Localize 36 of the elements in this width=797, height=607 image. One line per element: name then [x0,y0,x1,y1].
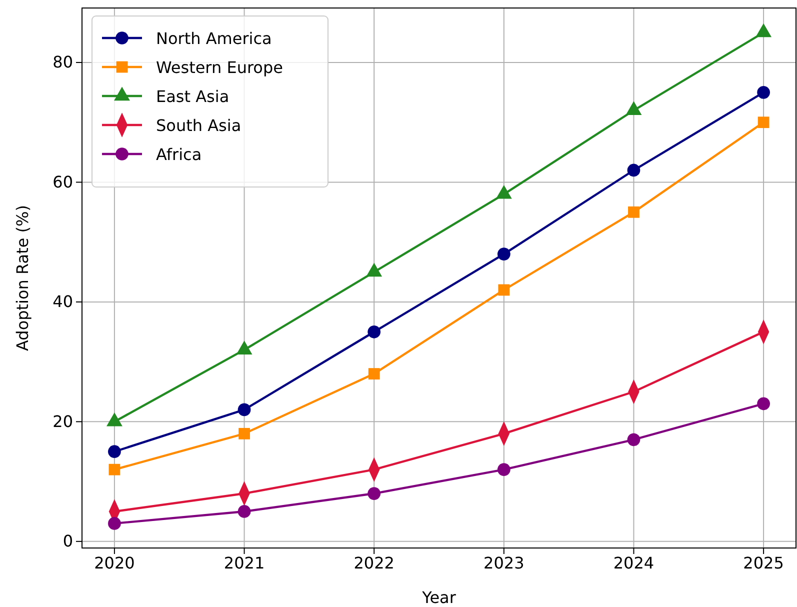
point [758,116,770,128]
legend-label: South Asia [156,116,242,135]
y-tick-label: 40 [52,292,73,312]
point [497,463,510,476]
point [108,517,121,530]
point [108,464,120,476]
point [757,397,770,410]
point [497,248,510,260]
point [368,368,380,380]
point [627,433,640,446]
legend-label: Africa [156,145,202,164]
legend-label: Western Europe [156,58,283,77]
point [627,164,640,177]
x-tick-label: 2020 [94,553,135,572]
y-tick-label: 0 [62,532,73,551]
y-tick-label: 20 [52,412,73,431]
legend-label: East Asia [156,87,230,106]
point [238,403,251,416]
legend-label: North America [156,29,272,48]
point [628,206,640,218]
x-tick-label: 2024 [613,553,654,572]
x-tick-label: 2023 [484,553,524,572]
x-tick-label: 2025 [743,553,784,572]
y-axis-title: Adoption Rate (%) [13,205,32,351]
point [238,505,251,518]
point [498,284,510,296]
y-tick-label: 80 [52,52,73,72]
x-tick-label: 2021 [224,553,265,572]
point [368,487,381,500]
point [108,445,121,458]
x-axis-title: Year [421,588,456,607]
x-tick-label: 2022 [354,553,394,572]
point [757,86,770,99]
point [238,428,250,440]
point [368,325,381,338]
y-tick-label: 60 [52,172,73,192]
